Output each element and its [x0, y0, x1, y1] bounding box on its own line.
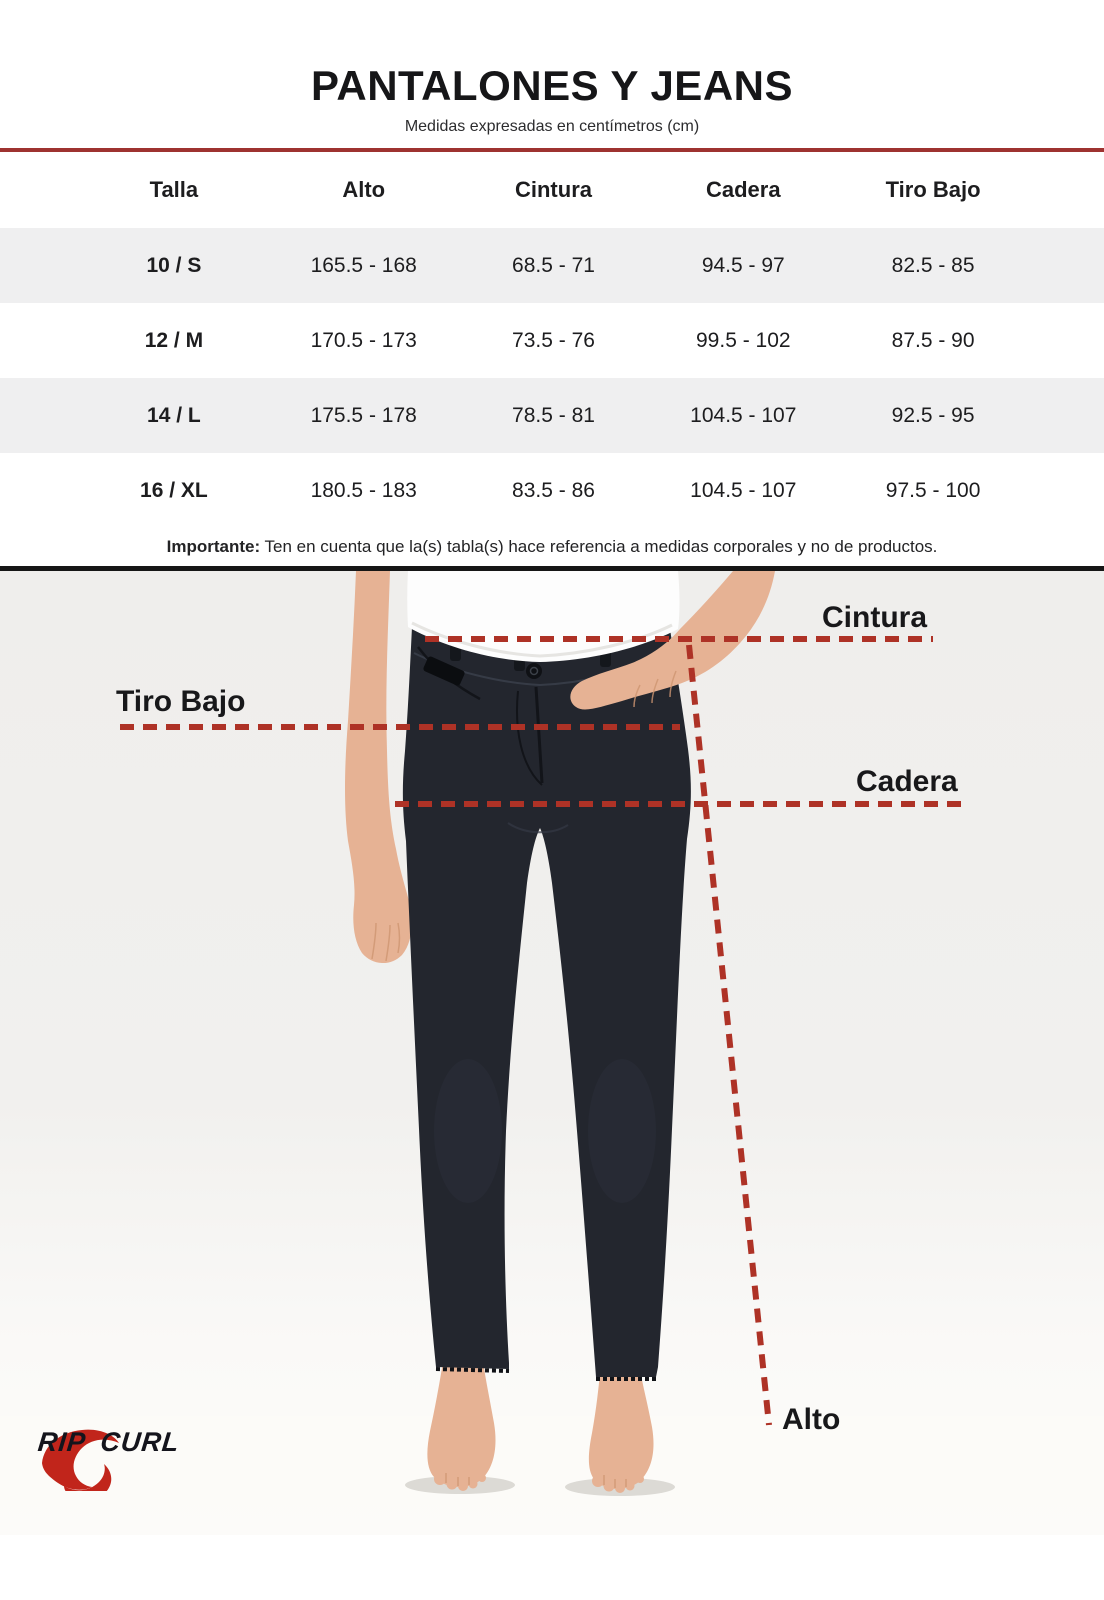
measurement-cell: 87.5 - 90 [891, 328, 975, 352]
model-illustration [0, 571, 1104, 1535]
column-header: Cintura [514, 177, 592, 202]
right-arm [345, 571, 412, 964]
header: PANTALONES Y JEANS Medidas expresadas en… [0, 0, 1104, 148]
jeans-details [413, 633, 667, 1381]
alto-line [686, 644, 772, 1426]
table-row: 14 / L 175.5 - 178 78.5 - 81 104.5 - 107 92.… [79, 378, 1028, 453]
table-row: 10 / S 165.5 - 168 68.5 - 71 94.5 - 97 82.5 … [79, 228, 1028, 303]
important-note: Importante: Ten en cuenta que la(s) tabl… [0, 528, 1104, 566]
measurement-cell: 165.5 - 168 [310, 253, 417, 277]
page-title: PANTALONES Y JEANS [311, 62, 793, 109]
measurement-cell: 83.5 - 86 [512, 478, 595, 502]
table-row: 12 / M 170.5 - 173 73.5 - 76 99.5 - 102 87.5… [79, 303, 1028, 378]
measurement-cell: 68.5 - 71 [512, 253, 595, 277]
column-header: Talla [149, 177, 199, 202]
table-row: 16 / XL 180.5 - 183 83.5 - 86 104.5 - 107 97… [79, 453, 1028, 528]
measurement-cell: 73.5 - 76 [512, 328, 595, 352]
feet [427, 1341, 654, 1493]
measurement-cell: 94.5 - 97 [701, 253, 785, 277]
size-cell: 10 / S [146, 253, 202, 277]
measurement-cell: 180.5 - 183 [310, 478, 417, 502]
note-text: Ten en cuenta que la(s) tabla(s) hace re… [264, 537, 938, 556]
page-subtitle: Medidas expresadas en centímetros (cm) [404, 118, 700, 135]
cadera-label: Cadera [856, 765, 958, 798]
size-cell: 12 / M [144, 328, 204, 352]
column-header: Tiro Bajo [885, 177, 981, 202]
measurement-cell: 104.5 - 107 [690, 403, 797, 427]
column-header: Cadera [705, 177, 781, 202]
column-header: Alto [342, 177, 386, 202]
cintura-label: Cintura [822, 601, 927, 634]
measurement-diagram: Cintura Tiro Bajo Cadera Alto RIP CURL [0, 571, 1104, 1535]
measurement-cell: 82.5 - 85 [891, 253, 975, 277]
note-label: Importante: [166, 537, 261, 556]
left-arm-hand [570, 571, 775, 710]
ripcurl-wave-icon [42, 1429, 119, 1491]
measurement-cell: 97.5 - 100 [885, 478, 981, 502]
size-cell: 14 / L [147, 403, 201, 427]
floor [0, 1416, 1104, 1535]
alto-label: Alto [782, 1403, 841, 1436]
measurement-cell: 104.5 - 107 [690, 478, 797, 502]
brand-logo: RIP CURL [36, 1427, 182, 1491]
measurement-cell: 99.5 - 102 [696, 328, 791, 352]
red-divider [0, 148, 1104, 152]
tiro-bajo-label: Tiro Bajo [116, 685, 246, 718]
right-hand-finger-lines [371, 922, 401, 962]
measurement-lines [120, 636, 963, 1426]
table-header-row: Talla Alto Cintura Cadera Tiro Bajo [79, 152, 1028, 228]
toe-lines [445, 1473, 627, 1488]
measurement-cell: 92.5 - 95 [891, 403, 975, 427]
table-body: 10 / S 165.5 - 168 68.5 - 71 94.5 - 97 82.5 … [0, 228, 1104, 528]
brand-name: RIP CURL [36, 1427, 182, 1457]
size-cell: 16 / XL [140, 478, 208, 502]
measurement-cell: 175.5 - 178 [310, 403, 417, 427]
size-table: Talla Alto Cintura Cadera Tiro Bajo 10 / S 16… [0, 152, 1104, 528]
measurement-cell: 170.5 - 173 [310, 328, 417, 352]
jeans [402, 627, 691, 1377]
left-hand-finger-lines [633, 670, 677, 708]
measurement-cell: 78.5 - 81 [512, 403, 595, 427]
black-divider [0, 566, 1104, 571]
